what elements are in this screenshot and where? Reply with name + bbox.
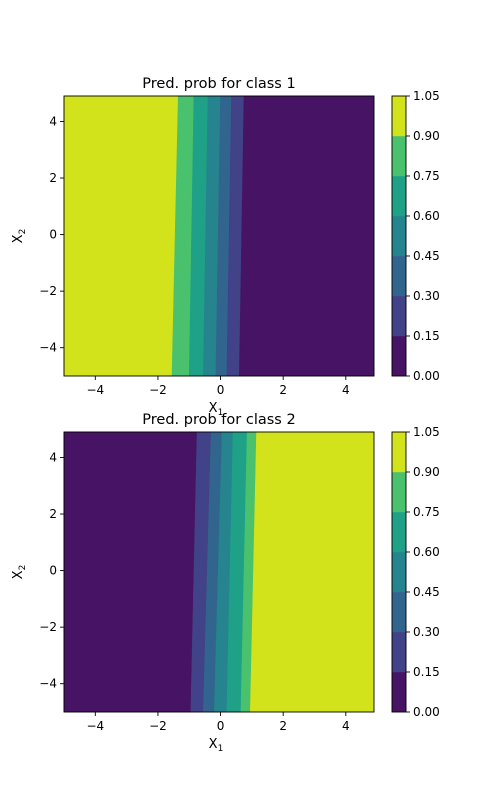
colorbar-segment: [391, 295, 407, 337]
axis-label-base: X: [209, 737, 218, 752]
colorbar-tick-label: 0.15: [413, 665, 440, 679]
axis-label-subscript: 1: [218, 408, 224, 418]
colorbar-tick-label: 0.60: [413, 209, 440, 223]
contour-plot: [63, 95, 375, 377]
colorbar-segment: [391, 551, 407, 593]
colorbar-tick-label: 0.15: [413, 329, 440, 343]
colorbar-segment: [391, 255, 407, 297]
colorbar-segment: [391, 335, 407, 377]
y-tick-label: 4: [49, 450, 57, 464]
plot-frame: [63, 431, 375, 713]
axis-label-subscript: 1: [218, 744, 224, 754]
axis-label-base: X: [209, 401, 218, 416]
y-tick-label: 2: [49, 171, 57, 185]
chart-title: Pred. prob for class 1: [142, 76, 295, 92]
colorbar-frame: [391, 431, 407, 713]
axis-label-base: X: [11, 234, 26, 243]
colorbar-frame: [391, 95, 407, 377]
axis-label-subscript: 2: [18, 565, 28, 571]
axis-label-subscript: 2: [18, 229, 28, 235]
x-tick-label: −2: [149, 383, 167, 397]
x-tick-label: 4: [342, 383, 350, 397]
x-axis-label: X1: [209, 737, 224, 754]
x-tick-label: 2: [279, 719, 287, 733]
colorbar-segment: [391, 591, 407, 633]
y-tick-label: −2: [39, 284, 57, 298]
colorbar-tick-label: 0.45: [413, 585, 440, 599]
y-tick-label: 0: [49, 228, 57, 242]
colorbar-tick-label: 0.45: [413, 249, 440, 263]
colorbar-segment: [391, 175, 407, 217]
y-tick-label: 4: [49, 114, 57, 128]
colorbar: 0.00 0.15 0.30 0.45 0.60 0.75 0.90 1.05: [391, 425, 440, 719]
colorbar-segment: [391, 95, 407, 137]
chart-title: Pred. prob for class 2: [142, 412, 295, 428]
x-tick-label: −4: [86, 383, 104, 397]
colorbar-segment: [391, 215, 407, 257]
contour-band: [63, 431, 198, 713]
contour-band: [63, 95, 179, 377]
colorbar-segment: [391, 631, 407, 673]
x-tick-label: −4: [86, 719, 104, 733]
colorbar: 0.00 0.15 0.30 0.45 0.60 0.75 0.90 1.05: [391, 89, 440, 383]
plot-frame: [63, 95, 375, 377]
x-tick-label: −2: [149, 719, 167, 733]
colorbar-tick-label: 0.00: [413, 369, 440, 383]
x-tick-label: 0: [217, 719, 225, 733]
contour-band: [239, 95, 375, 377]
x-tick-label: 2: [279, 383, 287, 397]
y-axis-label: X2: [11, 229, 28, 244]
x-tick-label: 0: [217, 383, 225, 397]
colorbar-tick-label: 0.75: [413, 505, 440, 519]
colorbar-segment: [391, 431, 407, 473]
colorbar-segment: [391, 135, 407, 177]
contour-plot: [63, 431, 375, 713]
colorbar-segment: [391, 471, 407, 513]
colorbar-tick-label: 0.75: [413, 169, 440, 183]
y-tick-label: 2: [49, 507, 57, 521]
colorbar-segment: [391, 511, 407, 553]
axis-label-base: X: [11, 570, 26, 579]
colorbar-tick-label: 0.90: [413, 129, 440, 143]
x-tick-label: 4: [342, 719, 350, 733]
colorbar-tick-label: 1.05: [413, 89, 440, 103]
y-axis-label: X2: [11, 565, 28, 580]
colorbar-segment: [391, 671, 407, 713]
colorbar-tick-label: 0.00: [413, 705, 440, 719]
colorbar-tick-label: 0.60: [413, 545, 440, 559]
colorbar-tick-label: 0.30: [413, 625, 440, 639]
y-tick-label: −2: [39, 620, 57, 634]
y-tick-label: −4: [39, 677, 57, 691]
contour-band: [250, 431, 375, 713]
x-axis-label: X1: [209, 401, 224, 418]
y-tick-label: −4: [39, 341, 57, 355]
colorbar-tick-label: 0.30: [413, 289, 440, 303]
colorbar-tick-label: 1.05: [413, 425, 440, 439]
y-tick-label: 0: [49, 564, 57, 578]
colorbar-tick-label: 0.90: [413, 465, 440, 479]
